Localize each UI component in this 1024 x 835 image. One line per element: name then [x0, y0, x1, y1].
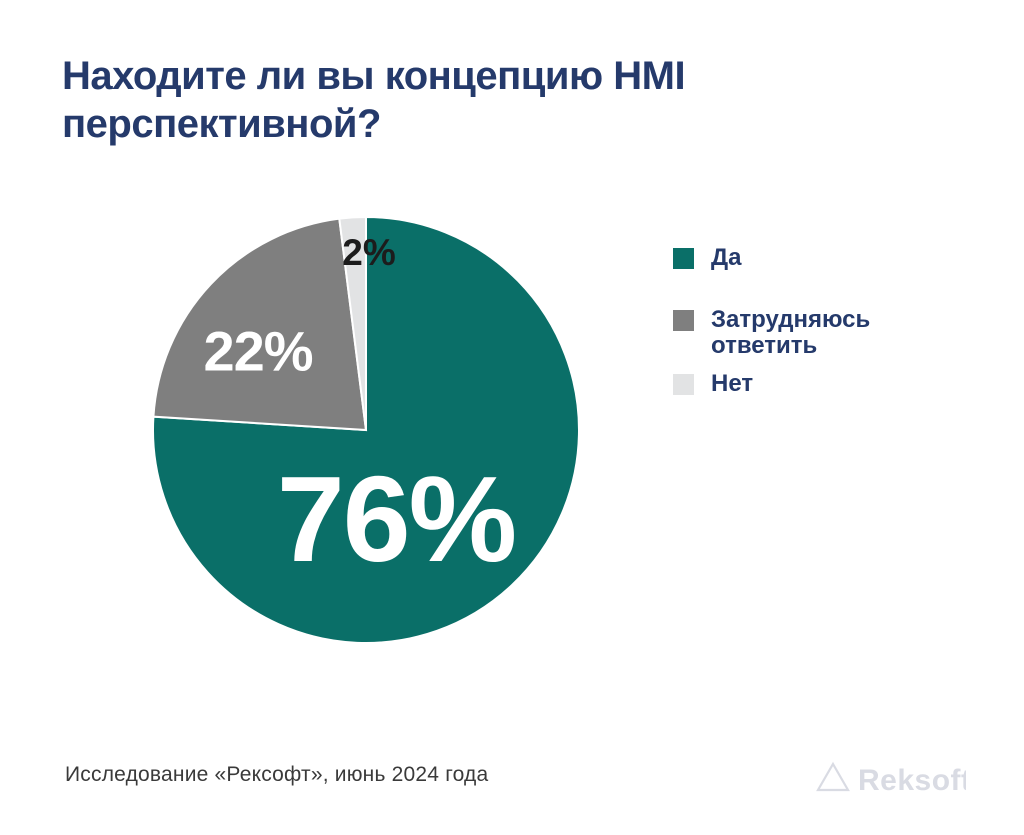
page-title: Находите ли вы концепцию HMI перспективн…: [62, 54, 686, 146]
reksoft-logo: Reksoft: [816, 761, 966, 797]
source-note: Исследование «Рексофт», июнь 2024 года: [65, 763, 489, 786]
pie-slice-yes: [152, 215, 580, 644]
legend-label-no: Нет: [711, 370, 754, 397]
legend-item-no: Нет: [673, 370, 754, 397]
legend-item-yes: Да: [673, 244, 742, 271]
pie-label-yes: 76%: [276, 451, 517, 587]
legend-swatch-no-icon: [673, 374, 694, 395]
legend-label-undecided: Затрудняюсь ответить: [711, 306, 871, 359]
legend-item-undecided: Затрудняюсь ответить: [673, 306, 871, 359]
legend-swatch-yes-icon: [673, 248, 694, 269]
pie-slice-undecided: [152, 217, 368, 432]
pie-label-no: 2%: [342, 232, 396, 273]
pie-slice-no: [338, 215, 367, 431]
reksoft-triangle-icon: [816, 761, 850, 792]
pie-chart: [152, 215, 580, 644]
pie-label-undecided: 22%: [203, 319, 313, 383]
legend-label-yes: Да: [711, 244, 742, 271]
legend-swatch-undecided-icon: [673, 310, 694, 331]
reksoft-logo-text: Reksoft: [858, 764, 966, 797]
